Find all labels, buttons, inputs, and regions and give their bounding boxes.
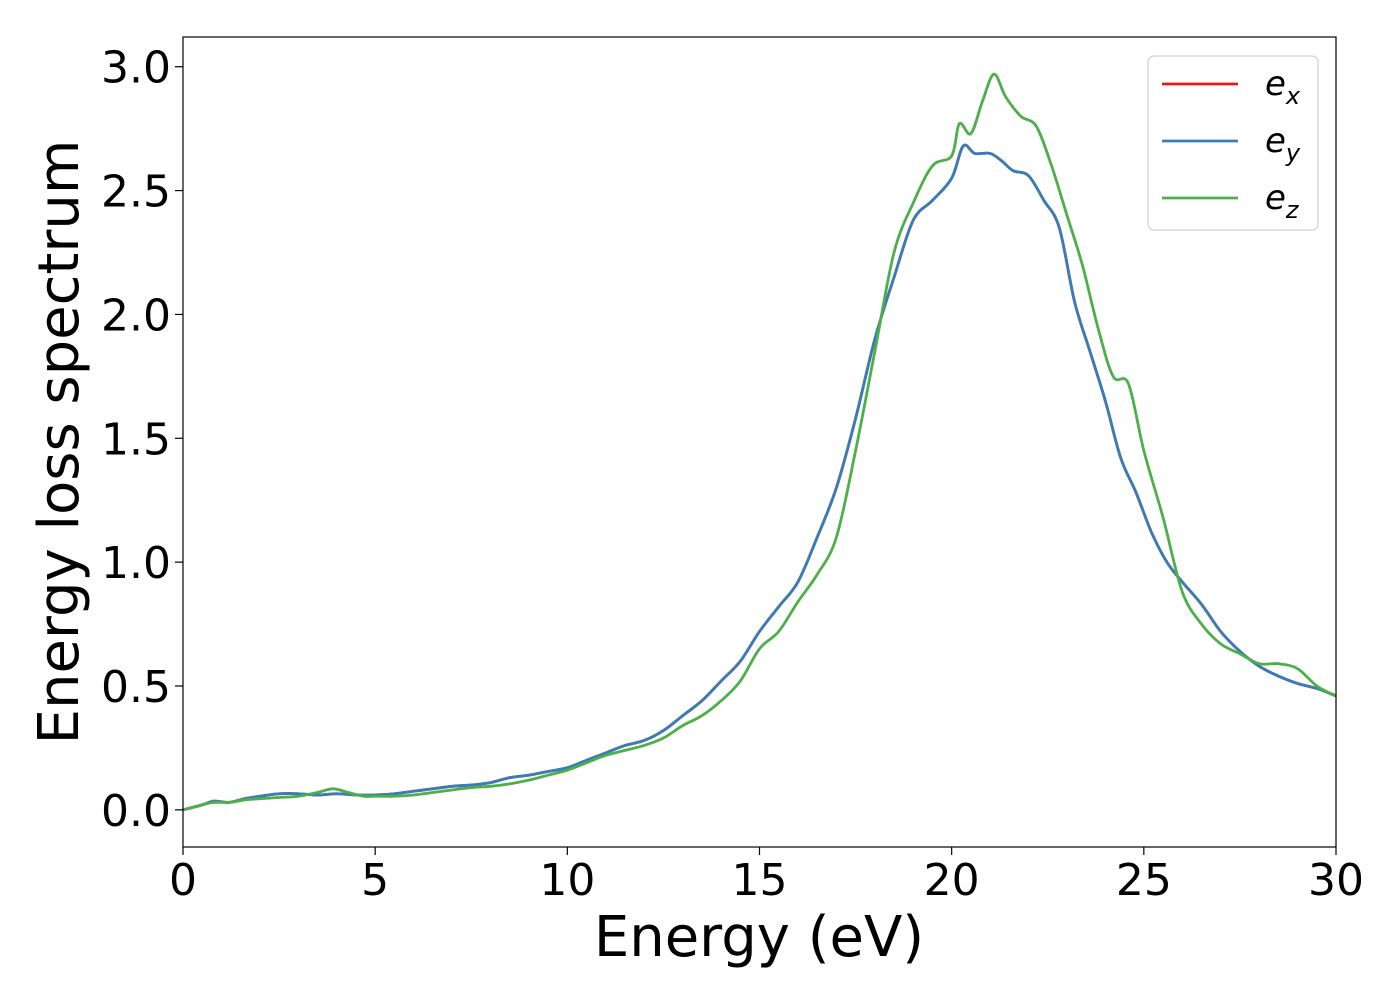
y-tick-label: 2.5 <box>101 167 171 218</box>
y-tick-label: 0.0 <box>101 786 171 837</box>
legend-label-x: ex <box>1265 64 1301 110</box>
legend-label-z: ez <box>1265 178 1300 224</box>
y-tick-label: 0.5 <box>101 662 171 713</box>
y-axis-ticks: 0.0 0.5 1.0 1.5 2.0 2.5 3.0 <box>101 43 183 837</box>
legend-box <box>1147 55 1319 231</box>
x-tick-label: 5 <box>361 855 389 906</box>
x-axis-ticks: 0 5 10 15 20 25 30 <box>169 847 1364 906</box>
y-axis-label: Energy loss spectrum <box>27 140 92 745</box>
x-tick-label: 20 <box>924 855 980 906</box>
x-tick-label: 10 <box>539 855 595 906</box>
plot-lines <box>182 72 1337 812</box>
y-tick-label: 1.0 <box>101 538 171 589</box>
y-tick-label: 1.5 <box>101 414 171 465</box>
x-tick-label: 15 <box>732 855 788 906</box>
x-tick-label: 0 <box>169 855 197 906</box>
y-tick-label: 3.0 <box>101 43 171 94</box>
x-tick-label: 25 <box>1116 855 1172 906</box>
y-tick-label: 2.0 <box>101 290 171 341</box>
x-tick-label: 30 <box>1308 855 1364 906</box>
legend: ex ey ez <box>1147 55 1319 231</box>
x-axis-label: Energy (eV) <box>594 905 924 970</box>
legend-label-y: ey <box>1265 121 1301 167</box>
series-line-z <box>182 72 1337 812</box>
